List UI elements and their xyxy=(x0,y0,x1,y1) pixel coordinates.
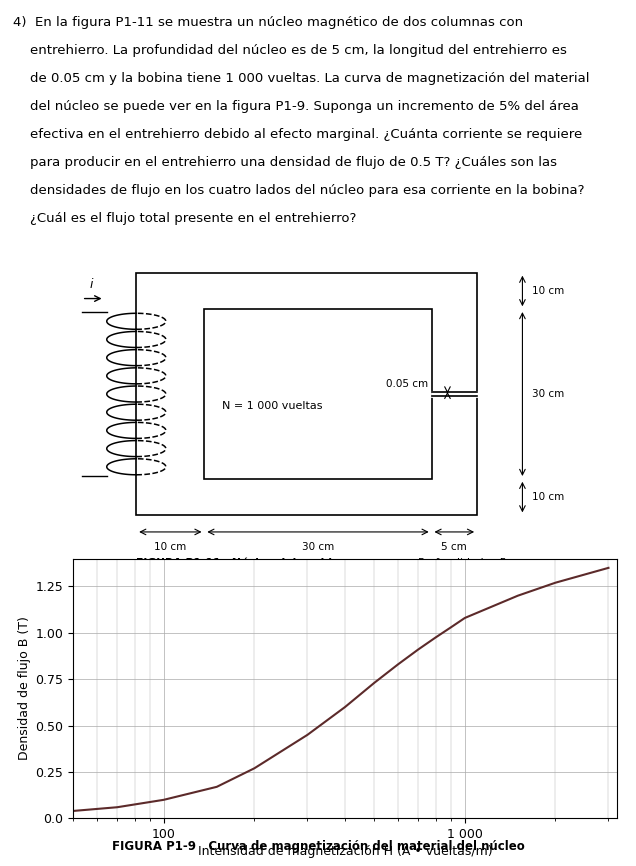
Text: Profundidad = 5 cm: Profundidad = 5 cm xyxy=(418,558,527,568)
Text: para producir en el entrehierro una densidad de flujo de 0.5 T? ¿Cuáles son las: para producir en el entrehierro una dens… xyxy=(13,156,556,169)
Text: 10 cm: 10 cm xyxy=(532,286,565,296)
Text: 30 cm: 30 cm xyxy=(302,541,334,552)
Text: 30 cm: 30 cm xyxy=(532,389,565,399)
Y-axis label: Densidad de flujo B (T): Densidad de flujo B (T) xyxy=(18,617,31,760)
Text: 5 cm: 5 cm xyxy=(441,541,467,552)
Text: 4)  En la figura P1-11 se muestra un núcleo magnético de dos columnas con: 4) En la figura P1-11 se muestra un núcl… xyxy=(13,16,523,29)
Text: densidades de flujo en los cuatro lados del núcleo para esa corriente en la bobi: densidades de flujo en los cuatro lados … xyxy=(13,184,584,197)
Text: FIGURA P1-9   Curva de magnetización del material del núcleo: FIGURA P1-9 Curva de magnetización del m… xyxy=(112,840,524,853)
Text: i: i xyxy=(89,278,93,291)
Text: FIGURA P1-11   Núcleo del problema: FIGURA P1-11 Núcleo del problema xyxy=(136,558,358,568)
Text: de 0.05 cm y la bobina tiene 1 000 vueltas. La curva de magnetización del materi: de 0.05 cm y la bobina tiene 1 000 vuelt… xyxy=(13,72,589,85)
Text: 10 cm: 10 cm xyxy=(532,492,565,502)
Text: N = 1 000 vueltas: N = 1 000 vueltas xyxy=(223,401,323,411)
Text: efectiva en el entrehierro debido al efecto marginal. ¿Cuánta corriente se requi: efectiva en el entrehierro debido al efe… xyxy=(13,128,582,141)
Text: ¿Cuál es el flujo total presente en el entrehierro?: ¿Cuál es el flujo total presente en el e… xyxy=(13,212,356,225)
Text: 0.05 cm: 0.05 cm xyxy=(386,379,428,390)
X-axis label: Intensidad de magnetización H (A • vueltas/m): Intensidad de magnetización H (A • vuelt… xyxy=(198,845,492,858)
Text: entrehierro. La profundidad del núcleo es de 5 cm, la longitud del entrehierro e: entrehierro. La profundidad del núcleo e… xyxy=(13,43,567,57)
Text: 10 cm: 10 cm xyxy=(155,541,186,552)
Polygon shape xyxy=(432,391,477,397)
Text: del núcleo se puede ver en la figura P1-9. Suponga un incremento de 5% del área: del núcleo se puede ver en la figura P1-… xyxy=(13,100,579,113)
